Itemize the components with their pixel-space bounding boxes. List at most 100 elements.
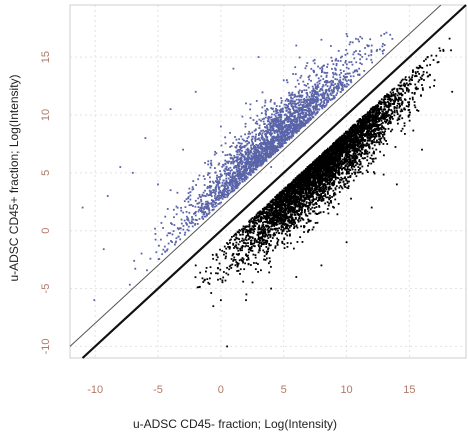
point-upper-series xyxy=(281,123,284,126)
point-upper-series xyxy=(171,223,173,226)
point-upper-series xyxy=(201,215,204,218)
point-upper-series xyxy=(204,162,206,164)
point-upper-series xyxy=(358,40,360,43)
point-upper-series xyxy=(175,205,178,208)
point-upper-series xyxy=(323,64,325,67)
point-lower-series xyxy=(246,231,249,234)
point-upper-series xyxy=(328,89,331,92)
point-upper-series xyxy=(221,195,224,198)
point-upper-series xyxy=(250,148,253,151)
point-lower-series xyxy=(417,80,420,83)
point-upper-series xyxy=(238,179,241,182)
point-upper-series xyxy=(219,125,222,128)
point-upper-series xyxy=(236,170,238,173)
point-upper-series xyxy=(271,129,274,132)
point-upper-series xyxy=(254,151,257,154)
point-upper-series xyxy=(213,189,216,192)
point-upper-series xyxy=(281,129,284,131)
point-lower-series xyxy=(298,215,301,218)
point-upper-series xyxy=(250,159,253,161)
point-upper-series xyxy=(330,82,333,85)
point-lower-series xyxy=(269,209,272,212)
point-upper-series xyxy=(274,151,277,154)
point-upper-series xyxy=(313,90,315,93)
point-lower-series xyxy=(308,212,311,215)
point-upper-series xyxy=(237,158,240,161)
point-upper-series xyxy=(303,114,306,117)
point-upper-series xyxy=(284,129,286,132)
point-lower-series xyxy=(416,109,418,112)
point-upper-series xyxy=(186,228,189,231)
point-upper-series xyxy=(310,99,313,101)
point-upper-series xyxy=(238,138,241,141)
point-upper-series xyxy=(221,151,224,153)
point-lower-series xyxy=(266,225,269,227)
point-lower-series xyxy=(429,63,432,66)
point-upper-series xyxy=(254,145,257,148)
point-upper-series xyxy=(309,116,312,119)
point-upper-series xyxy=(258,152,261,155)
point-lower-series xyxy=(248,219,251,222)
point-lower-series xyxy=(351,149,354,152)
point-upper-series xyxy=(315,100,318,103)
point-upper-series xyxy=(261,91,264,94)
point-upper-series xyxy=(359,54,362,56)
point-lower-series xyxy=(323,188,326,191)
point-upper-series xyxy=(332,71,334,74)
point-lower-series xyxy=(372,157,375,160)
point-lower-series xyxy=(261,228,264,231)
point-upper-series xyxy=(218,202,221,205)
point-upper-series xyxy=(169,232,172,235)
point-upper-series xyxy=(266,120,269,123)
point-upper-series xyxy=(217,176,220,178)
point-lower-series xyxy=(379,101,382,104)
point-upper-series xyxy=(227,194,229,197)
point-upper-series xyxy=(276,138,279,140)
point-lower-series xyxy=(424,58,427,61)
point-upper-series xyxy=(346,35,349,38)
point-upper-series xyxy=(201,210,204,213)
point-upper-series xyxy=(225,174,228,177)
point-upper-series xyxy=(304,67,307,70)
point-upper-series xyxy=(266,148,269,151)
point-lower-series xyxy=(260,218,262,220)
point-lower-series xyxy=(337,158,340,161)
point-upper-series xyxy=(361,55,364,58)
point-upper-series xyxy=(311,95,314,98)
point-upper-series xyxy=(265,113,267,116)
point-upper-series xyxy=(262,120,265,123)
point-upper-series xyxy=(262,150,265,153)
point-upper-series xyxy=(286,132,289,134)
point-upper-series xyxy=(254,167,256,170)
point-upper-series xyxy=(232,142,235,144)
point-upper-series xyxy=(185,222,187,224)
point-lower-series xyxy=(260,219,262,222)
point-upper-series xyxy=(158,258,161,260)
point-upper-series xyxy=(276,120,279,123)
point-upper-series xyxy=(192,218,195,221)
point-lower-series xyxy=(379,112,382,114)
point-lower-series xyxy=(339,167,342,169)
point-upper-series xyxy=(250,146,253,149)
point-upper-series xyxy=(284,106,287,109)
point-upper-series xyxy=(302,103,305,106)
point-upper-series xyxy=(348,61,351,64)
point-upper-series xyxy=(293,116,296,119)
point-lower-series xyxy=(318,205,320,207)
point-lower-series xyxy=(334,161,337,164)
point-upper-series xyxy=(275,118,278,121)
point-upper-series xyxy=(119,166,122,168)
point-upper-series xyxy=(253,157,255,160)
point-upper-series xyxy=(262,152,265,155)
point-upper-series xyxy=(224,183,227,185)
point-upper-series xyxy=(257,149,260,152)
point-upper-series xyxy=(339,69,342,72)
point-lower-series xyxy=(228,239,231,242)
point-upper-series xyxy=(332,76,335,79)
point-upper-series xyxy=(256,144,259,147)
point-upper-series xyxy=(226,154,229,156)
point-lower-series xyxy=(233,238,236,241)
point-upper-series xyxy=(233,165,236,168)
point-upper-series xyxy=(286,125,289,128)
point-lower-series xyxy=(406,88,408,90)
